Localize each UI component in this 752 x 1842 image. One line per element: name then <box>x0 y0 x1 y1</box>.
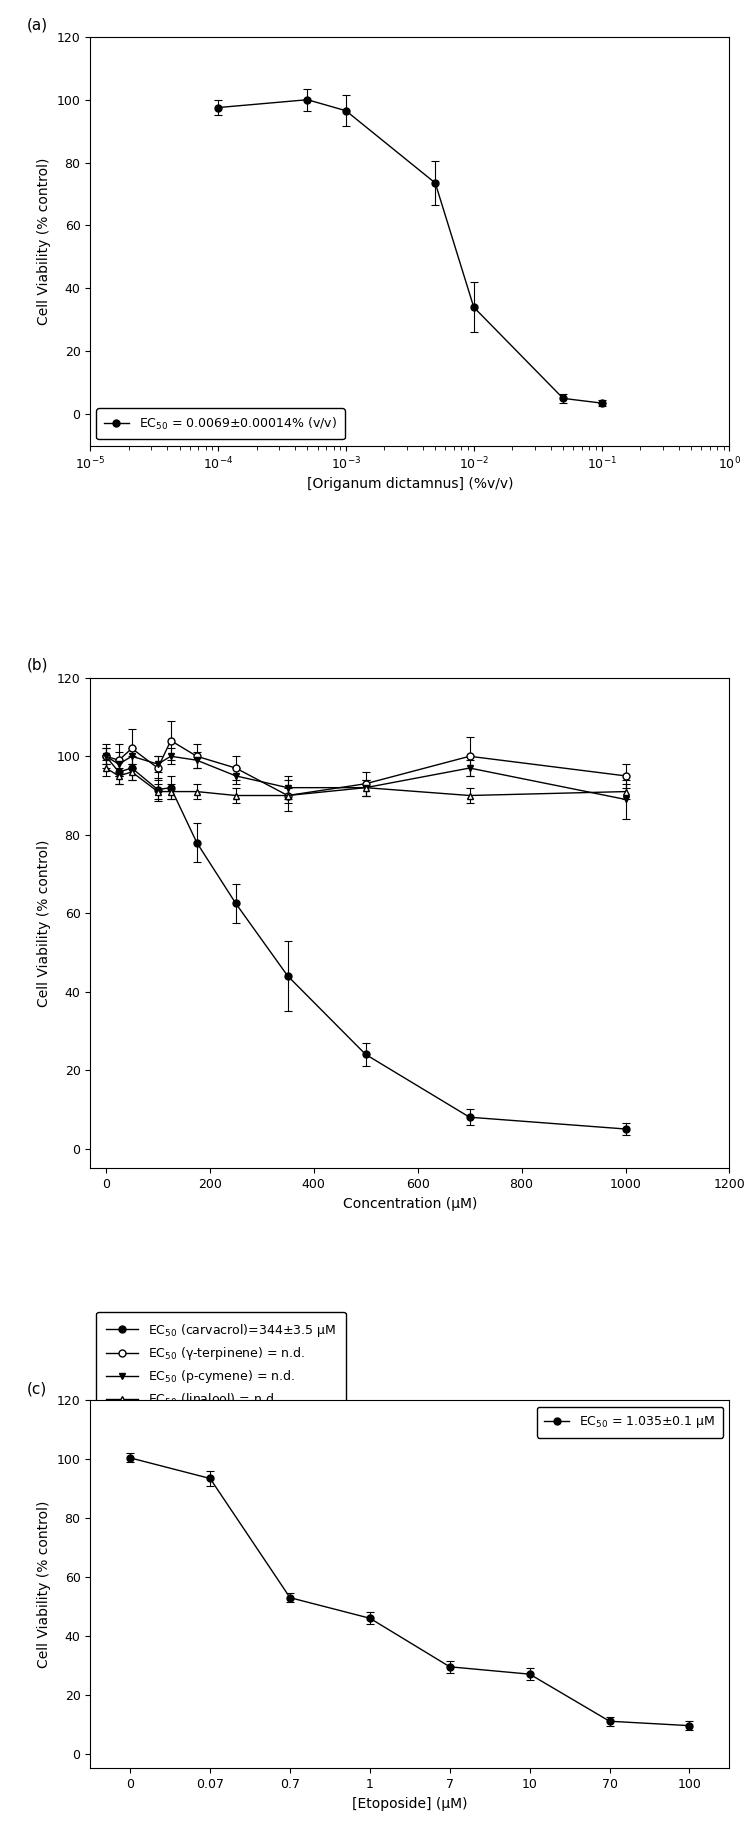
Legend: EC$_{50}$ = 1.035±0.1 μM: EC$_{50}$ = 1.035±0.1 μM <box>537 1407 723 1439</box>
Y-axis label: Cell Viability (% control): Cell Viability (% control) <box>37 1501 51 1669</box>
X-axis label: [Origanum dictamnus] (%v/v): [Origanum dictamnus] (%v/v) <box>307 477 513 492</box>
Y-axis label: Cell Viability (% control): Cell Viability (% control) <box>37 840 51 1008</box>
Text: (c): (c) <box>26 1382 47 1396</box>
Y-axis label: Cell Viability (% control): Cell Viability (% control) <box>37 158 51 324</box>
Legend: EC$_{50}$ (carvacrol)=344±3.5 μM, EC$_{50}$ (γ-terpinene) = n.d., EC$_{50}$ (p-c: EC$_{50}$ (carvacrol)=344±3.5 μM, EC$_{5… <box>96 1312 346 1418</box>
X-axis label: Concentration (μM): Concentration (μM) <box>343 1197 477 1210</box>
Text: (a): (a) <box>26 18 47 33</box>
Text: (b): (b) <box>26 658 48 672</box>
Legend: EC$_{50}$ = 0.0069±0.00014% (v/v): EC$_{50}$ = 0.0069±0.00014% (v/v) <box>96 409 344 438</box>
X-axis label: [Etoposide] (μM): [Etoposide] (μM) <box>352 1796 468 1811</box>
